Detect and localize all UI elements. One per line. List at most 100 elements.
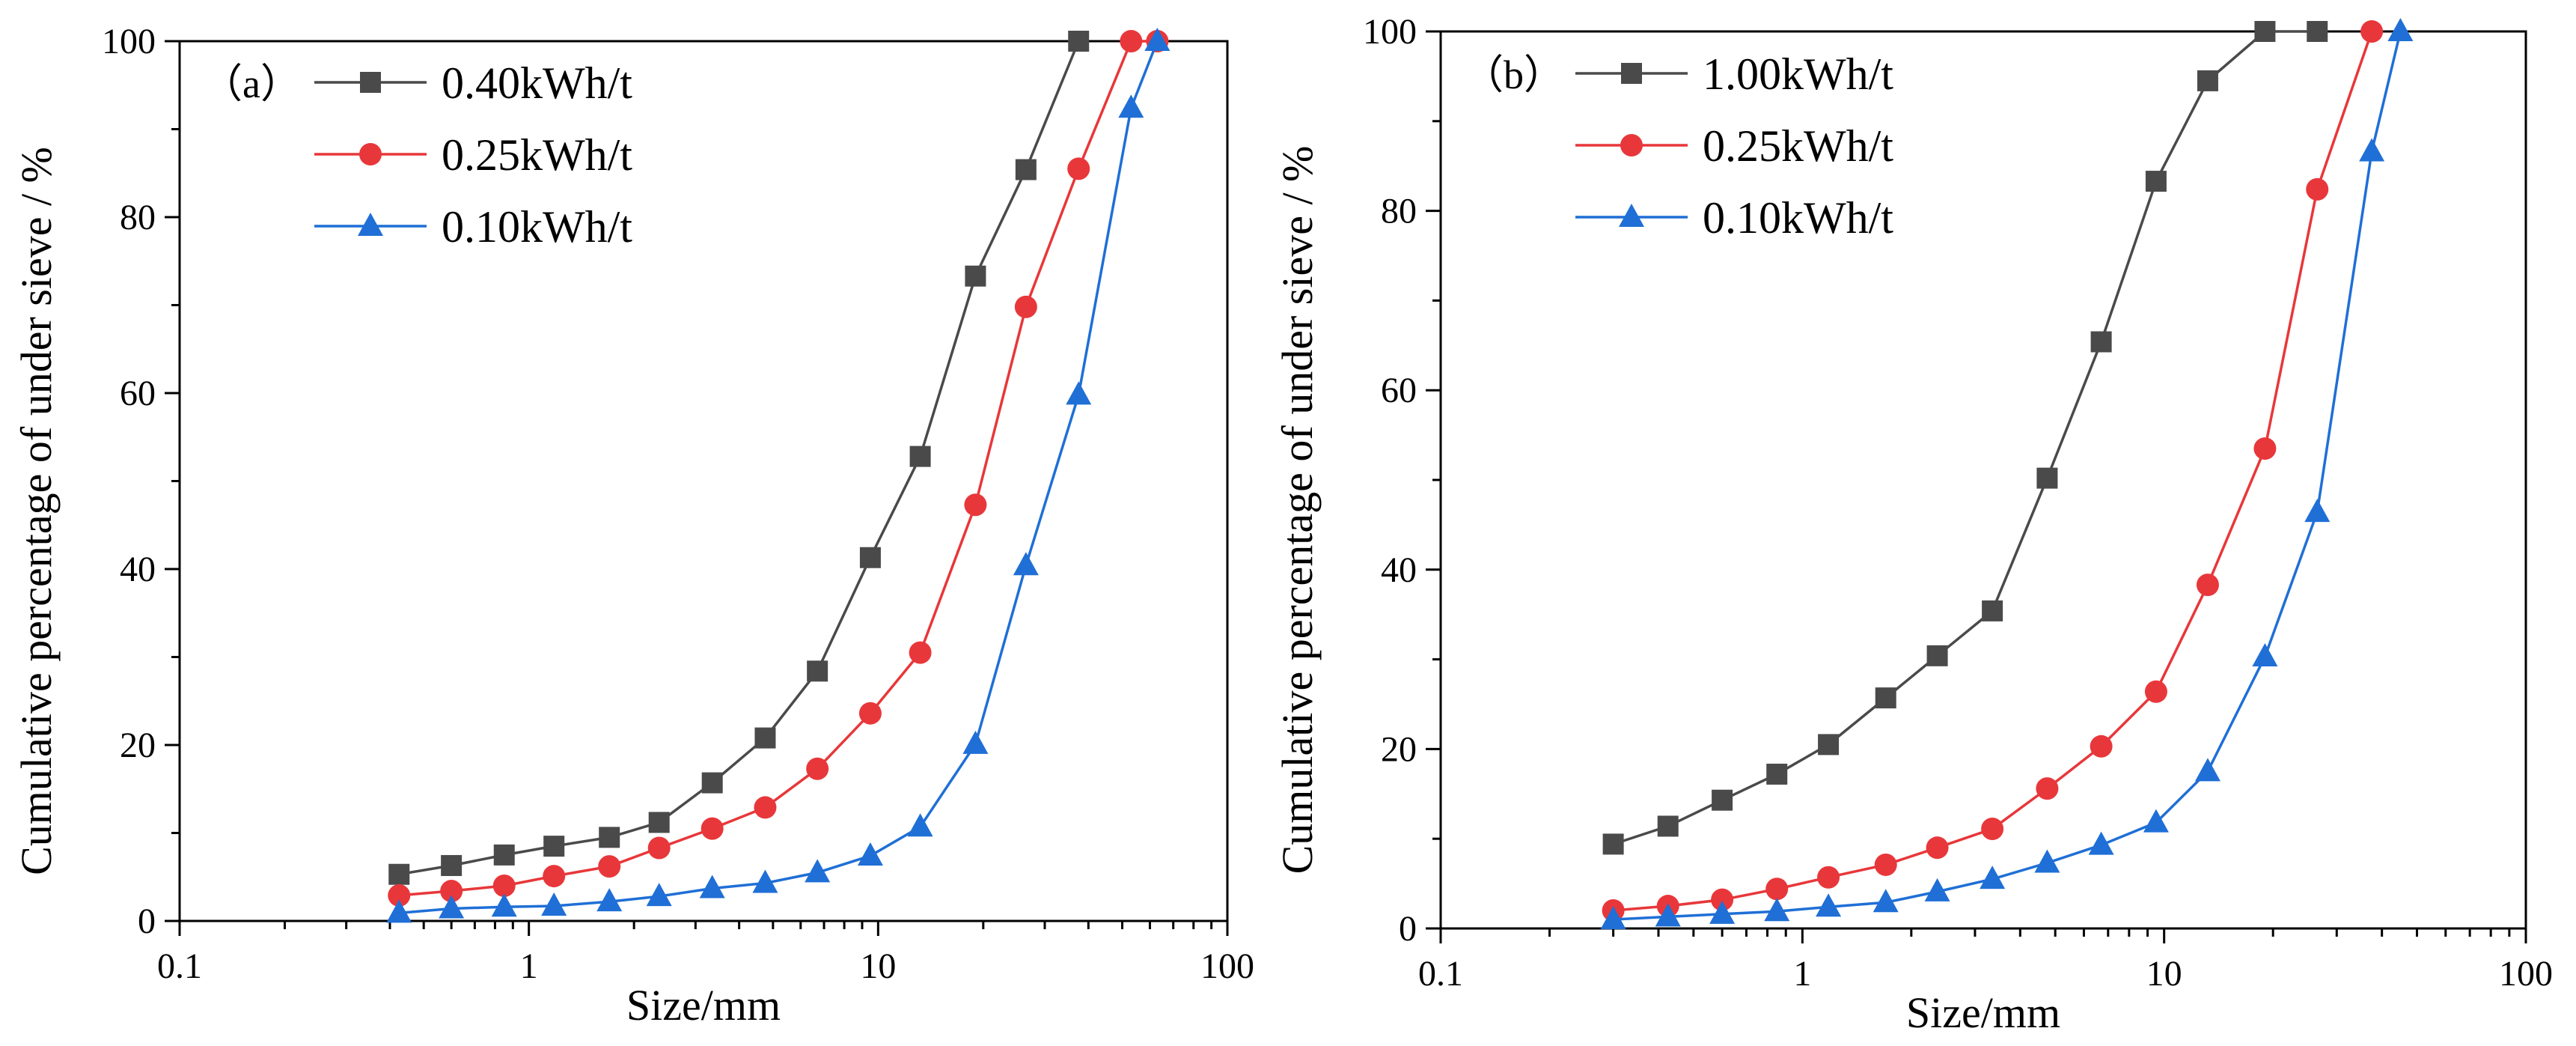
legend-label: 0.25kWh/t — [442, 130, 632, 180]
data-point — [752, 869, 778, 893]
data-point — [701, 817, 724, 840]
data-point — [1816, 893, 1842, 917]
legend-label: 0.10kWh/t — [1703, 193, 1893, 243]
data-point — [1764, 898, 1790, 922]
x-tick-label: 1 — [520, 946, 538, 986]
legend-marker — [359, 143, 382, 165]
y-axis-title: Cumulative percentage of under sieve / % — [1273, 146, 1322, 875]
y-tick-label: 80 — [120, 198, 156, 237]
y-tick-label: 40 — [1381, 550, 1417, 590]
data-point — [491, 893, 517, 917]
y-tick-label: 20 — [120, 726, 156, 765]
data-point — [543, 836, 565, 857]
data-point — [964, 493, 987, 517]
data-point — [1766, 763, 1788, 785]
x-tick-label: 0.1 — [157, 946, 202, 986]
data-point — [2197, 70, 2218, 91]
data-point — [1874, 853, 1897, 876]
series-line — [399, 40, 1158, 897]
y-tick-label: 0 — [138, 901, 156, 941]
x-axis-title: Size/mm — [626, 981, 781, 1030]
data-point — [493, 844, 515, 866]
data-point — [1068, 31, 1090, 52]
data-point — [1981, 818, 2004, 841]
data-point — [2194, 758, 2221, 782]
panel-label: （a） — [202, 61, 301, 106]
data-point — [596, 888, 623, 912]
legend-marker — [1621, 63, 1642, 84]
x-tick-label: 0.1 — [1418, 954, 1463, 994]
y-tick-label: 40 — [120, 550, 156, 589]
data-point — [805, 859, 831, 883]
data-point — [2360, 20, 2384, 43]
data-point — [2034, 849, 2060, 873]
data-point — [2036, 777, 2059, 800]
y-tick-label: 0 — [1399, 909, 1417, 949]
data-point — [543, 865, 566, 888]
data-point — [440, 880, 463, 903]
data-point — [962, 730, 989, 754]
data-point — [598, 855, 621, 878]
y-axis-title: Cumulative percentage of under sieve / % — [12, 147, 61, 875]
series-0.40kWh/t — [388, 31, 1090, 885]
data-point — [1120, 30, 1143, 52]
data-point — [2359, 138, 2385, 162]
data-point — [1926, 645, 1948, 666]
series-line — [1613, 31, 2402, 921]
data-point — [648, 812, 670, 833]
data-point — [2254, 21, 2276, 42]
data-point — [1655, 903, 1681, 927]
panel-label: （b） — [1463, 52, 1564, 97]
data-point — [806, 757, 829, 780]
data-point — [2307, 21, 2328, 42]
x-tick-label: 100 — [1200, 946, 1254, 986]
data-point — [754, 727, 776, 749]
data-point — [1015, 159, 1037, 180]
data-point — [909, 446, 931, 467]
data-point — [388, 863, 410, 885]
data-point — [647, 836, 671, 860]
data-point — [2387, 18, 2414, 41]
data-point — [1873, 889, 1899, 913]
data-point — [388, 884, 411, 907]
series-0.10kWh/t — [386, 28, 1171, 923]
data-point — [541, 893, 567, 916]
data-point — [857, 842, 883, 866]
data-point — [1657, 815, 1679, 837]
y-tick-label: 60 — [120, 374, 156, 413]
data-point — [2304, 499, 2331, 523]
data-point — [2306, 177, 2329, 201]
data-point — [2252, 643, 2278, 667]
data-point — [907, 813, 933, 837]
data-point — [1118, 94, 1144, 118]
data-point — [1602, 833, 1624, 855]
legend-marker — [358, 213, 383, 236]
legend-label: 0.40kWh/t — [442, 58, 632, 108]
data-point — [2143, 809, 2169, 833]
data-point — [1924, 878, 1950, 901]
data-point — [2196, 574, 2219, 597]
x-axis-title: Size/mm — [1906, 988, 2060, 1037]
data-point — [1926, 836, 1949, 860]
legend-marker — [1619, 204, 1644, 227]
data-point — [386, 899, 412, 923]
data-point — [1980, 866, 2006, 890]
data-point — [1711, 888, 1734, 911]
data-point — [1014, 295, 1037, 318]
y-tick-label: 100 — [102, 22, 156, 61]
data-point — [2088, 831, 2114, 855]
data-point — [492, 875, 516, 897]
data-point — [1144, 28, 1171, 51]
data-point — [1875, 687, 1896, 709]
data-point — [439, 895, 465, 919]
legend-marker — [360, 72, 381, 93]
data-point — [699, 875, 725, 898]
data-point — [2036, 467, 2058, 489]
data-point — [2090, 735, 2113, 758]
data-point — [1765, 878, 1789, 901]
data-point — [2090, 331, 2112, 353]
x-tick-label: 100 — [2499, 954, 2553, 994]
data-point — [2145, 171, 2167, 192]
data-point — [441, 854, 463, 876]
